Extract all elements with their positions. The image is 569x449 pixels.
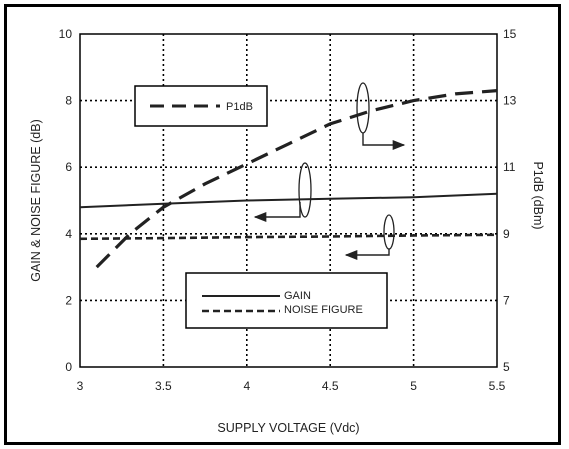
x-tick-label: 4.5 (322, 379, 339, 393)
y-right-tick-label: 9 (503, 227, 510, 241)
legend-gain-nf-box (185, 272, 388, 329)
legend-gain-label: GAIN (284, 290, 311, 302)
x-tick-label: 3.5 (155, 379, 172, 393)
annotation-ellipse-noise-figure (383, 214, 395, 250)
annotation-arrow-right (362, 133, 406, 151)
annotation-ellipse-gain (298, 162, 312, 218)
y-left-tick-labels: 0 2 4 6 8 10 (59, 27, 73, 374)
y-axis-left-label: GAIN & NOISE FIGURE (dB) (29, 119, 43, 282)
series-gain (79, 192, 498, 209)
y-left-tick-label: 10 (59, 27, 73, 41)
y-right-tick-label: 7 (503, 293, 510, 307)
series-noise-figure (79, 233, 498, 241)
x-tick-label: 4 (243, 379, 250, 393)
legend-p1db: P1dB (134, 85, 268, 127)
y-left-tick-label: 4 (65, 227, 72, 241)
series-p1db (95, 89, 498, 269)
annotations (253, 82, 406, 261)
y-right-tick-label: 15 (503, 27, 517, 41)
annotation-arrow-left-nf (344, 249, 390, 261)
x-axis-label: SUPPLY VOLTAGE (Vdc) (217, 421, 359, 435)
y-axis-right-label: P1dB (dBm) (531, 161, 545, 229)
plot-border (79, 33, 498, 368)
y-left-tick-label: 2 (65, 293, 72, 307)
x-tick-labels: 3 3.5 4 4.5 5 5.5 (77, 379, 506, 393)
annotation-arrow-left-gain (253, 202, 301, 223)
chart-frame (4, 4, 561, 445)
y-left-tick-label: 0 (65, 360, 72, 374)
x-tick-label: 3 (77, 379, 84, 393)
y-right-tick-label: 5 (503, 360, 510, 374)
y-right-tick-label: 13 (503, 94, 517, 108)
legend-noise-figure-label: NOISE FIGURE (284, 304, 363, 316)
y-right-tick-label: 11 (503, 160, 516, 174)
legend-p1db-label: P1dB (226, 101, 253, 113)
x-tick-label: 5 (410, 379, 417, 393)
y-left-tick-label: 6 (65, 160, 72, 174)
legend-gain-nf: GAIN NOISE FIGURE (185, 272, 388, 329)
x-tick-label: 5.5 (489, 379, 506, 393)
y-left-tick-label: 8 (65, 94, 72, 108)
y-right-tick-labels: 5 7 9 11 13 15 (503, 27, 517, 374)
series-layer (79, 89, 498, 269)
annotation-ellipse-p1db (356, 82, 370, 134)
